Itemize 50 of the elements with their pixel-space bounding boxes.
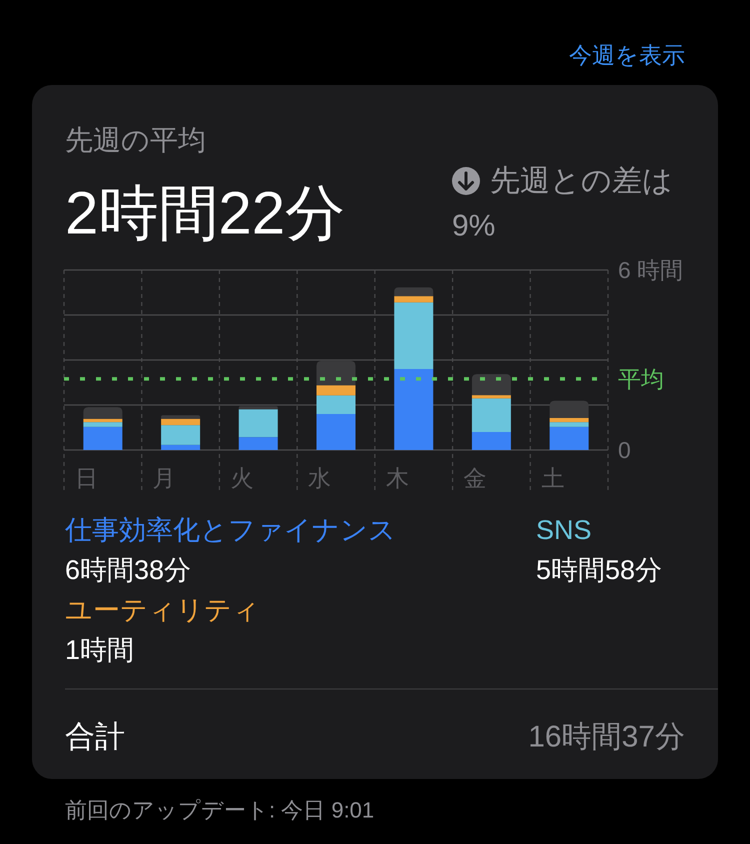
bar (550, 426, 589, 450)
bar (472, 395, 511, 398)
ref-line-label: 平均 (618, 366, 664, 392)
y-tick-label: 0 (618, 437, 631, 463)
text: 6時間38分 (65, 555, 192, 585)
bar (83, 422, 122, 427)
bar (550, 400, 589, 418)
bar (238, 409, 278, 438)
text: 前回のアップデート: 今日 9:01 (65, 798, 374, 822)
bar (472, 374, 511, 396)
text: 1時間 (65, 635, 134, 665)
bar (472, 398, 511, 432)
x-tick-label: 水 (308, 465, 332, 491)
bar (83, 407, 122, 419)
text: SNS (536, 515, 592, 545)
text: ユーティリティ (65, 595, 260, 625)
bar (472, 432, 511, 450)
bar (550, 422, 589, 427)
y-tick-label: 6 時間 (618, 257, 684, 283)
chart-title: 先週の平均 (65, 124, 206, 156)
bar (394, 296, 434, 302)
x-tick-label: 金 (464, 465, 487, 491)
bar (238, 406, 278, 410)
bar (394, 302, 434, 369)
text: 合計 (65, 720, 125, 754)
bar (83, 426, 122, 450)
x-tick-label: 火 (230, 465, 254, 491)
bar (394, 287, 434, 296)
x-tick-label: 木 (386, 465, 409, 491)
x-tick-label: 日 (75, 465, 98, 491)
bar (161, 418, 200, 426)
bar (161, 415, 200, 419)
x-tick-label: 土 (541, 465, 564, 491)
chart-subtitle: 2時間22分 (65, 180, 346, 246)
bar (83, 418, 122, 422)
bar (161, 425, 200, 445)
bar (394, 369, 434, 450)
bar (161, 444, 200, 450)
text: 16時間37分 (528, 720, 685, 754)
bar (316, 385, 356, 396)
x-tick-label: 月 (152, 465, 176, 491)
bar (550, 418, 589, 422)
bar (316, 395, 356, 414)
text: 先週との差は 9% (452, 164, 673, 242)
text: 今週を表示 (569, 42, 685, 68)
bar (316, 414, 356, 450)
text: 5時間58分 (536, 555, 662, 585)
text: 仕事効率化とファイナンス (64, 515, 396, 545)
bar (238, 437, 278, 450)
bar (316, 360, 356, 386)
